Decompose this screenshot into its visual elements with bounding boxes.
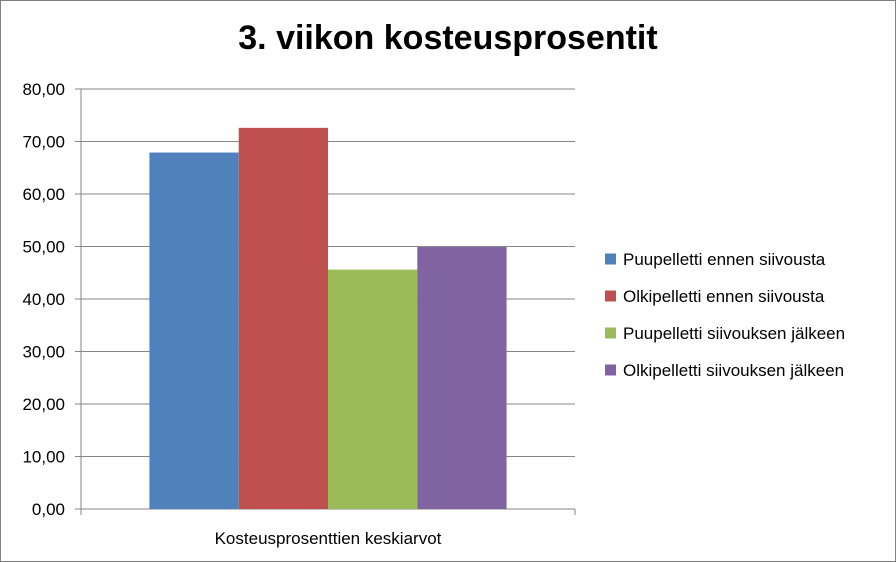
label-layer: 0,00 10,00 20,00 30,00 40,00 50,00 60,00 70,00 8… bbox=[22, 80, 441, 548]
legend-label: Puupelletti ennen siivousta bbox=[623, 250, 826, 269]
bar bbox=[238, 127, 328, 509]
y-tick-label: 10,00 bbox=[22, 448, 65, 467]
legend-label: Olkipelletti ennen siivousta bbox=[623, 287, 825, 306]
y-tick-label: 70,00 bbox=[22, 133, 65, 152]
y-tick-label: 60,00 bbox=[22, 185, 65, 204]
legend-swatch bbox=[605, 290, 616, 302]
legend-label: Puupelletti siivouksen jälkeen bbox=[623, 324, 845, 343]
chart-title: 3. viikon kosteusprosentit bbox=[238, 19, 658, 57]
y-tick-label: 30,00 bbox=[22, 343, 65, 362]
y-tick-label: 50,00 bbox=[22, 238, 65, 257]
y-tick-label: 0,00 bbox=[32, 500, 65, 519]
legend-swatch bbox=[605, 364, 616, 376]
legend-swatch bbox=[605, 253, 616, 265]
y-tick-label: 20,00 bbox=[22, 395, 65, 414]
bar bbox=[417, 247, 507, 509]
y-tick-label: 40,00 bbox=[22, 290, 65, 309]
x-category-label: Kosteusprosenttien keskiarvot bbox=[215, 529, 442, 548]
bar bbox=[149, 152, 239, 509]
legend-swatch bbox=[605, 327, 616, 339]
bar-layer bbox=[149, 127, 507, 509]
legend-label: Olkipelletti siivouksen jälkeen bbox=[623, 361, 844, 380]
y-tick-label: 80,00 bbox=[22, 80, 65, 99]
legend-layer: Puupelletti ennen siivousta Olkipelletti … bbox=[605, 250, 845, 380]
bar bbox=[328, 269, 418, 509]
